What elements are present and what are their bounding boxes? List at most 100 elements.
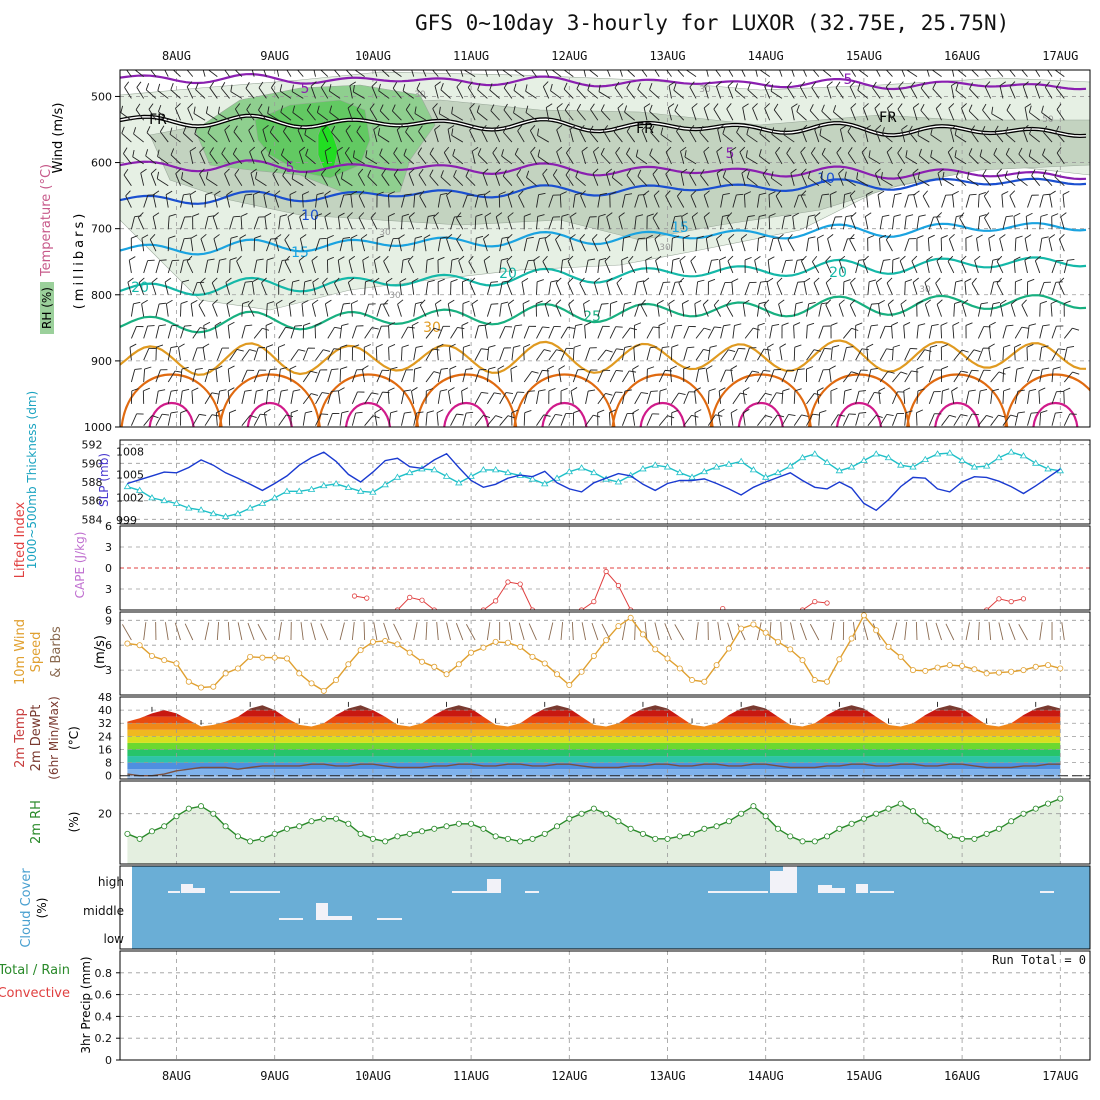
upper-wind-barb [771,177,783,187]
upper-wind-barb [336,151,341,164]
upper-wind-barb-flag [910,81,916,88]
upper-wind-barb [130,326,137,339]
upper-wind-barb-flag [699,125,704,133]
upper-wind-barb-flag [402,257,410,261]
upper-wind-barb-flag [1043,193,1051,196]
upper-wind-barb-flag [971,277,977,284]
upper-wind-barb [818,326,824,339]
upper-wind-barb [195,89,206,99]
upper-wind-barb-flag [280,214,288,217]
upper-wind-barb-flag [742,103,749,108]
upper-wind-barb [1014,369,1018,383]
upper-wind-barb [818,348,825,361]
upper-wind-barb-flag [998,371,1006,375]
upper-wind-barb [1042,175,1053,187]
upper-wind-barb-flag [719,256,727,261]
thickness-series-point [172,499,181,506]
upper-wind-barb-flag [803,277,811,283]
upper-wind-barb-flag [484,190,491,196]
upper-wind-barb [580,195,586,208]
upper-wind-barb [1063,327,1073,339]
upper-wind-barb [792,216,795,230]
upper-wind-barb-flag [555,299,562,305]
upper-wind-barb [315,413,322,426]
upper-wind-barb-flag [458,255,465,261]
wind10-barb [204,622,210,641]
upper-wind-barb [322,282,329,295]
upper-wind-barb [679,260,685,274]
upper-wind-barb [850,282,857,295]
upper-wind-barb-flag [170,389,179,392]
upper-wind-barb [568,304,574,317]
upper-wind-barb [1051,369,1054,383]
upper-wind-barb-flag [807,171,811,179]
upper-wind-barb [1024,107,1028,121]
upper-wind-barb-flag [435,299,442,305]
upper-wind-barb [397,304,402,317]
upper-wind-barb-flag [640,299,646,306]
cloud-level-low: low [104,932,125,946]
upper-wind-barb [526,177,537,187]
temp-contour-20 [120,256,1087,297]
wind-panel [120,612,1090,695]
wind-speed-series-point [897,653,904,660]
upper-wind-barb [211,282,218,295]
upper-wind-barb-flag [678,277,685,284]
cloud-panel-frame [119,865,1091,950]
upper-wind-barb [952,325,955,339]
upper-wind-barb [180,238,185,252]
upper-wind-barb [868,156,881,165]
upper-wind-barb-flag [960,255,967,262]
upper-wind-barb [469,130,476,143]
upper-wind-barb [636,156,648,165]
upper-wind-barb [977,369,985,383]
upper-wind-barb-flag [492,146,498,154]
upper-wind-barb [842,216,847,230]
upper-wind-barb [502,175,513,186]
upper-wind-barb [143,369,146,383]
upper-wind-barb-flag [501,301,509,305]
upper-wind-barb [634,238,639,252]
upper-wind-barb-flag [529,60,533,66]
temp-band [127,710,1061,717]
upper-wind-barb [646,326,654,339]
upper-wind-barb-flag [227,387,235,392]
wind-speed-series-point [689,677,696,684]
upper-wind-barb [658,390,661,404]
upper-wind-barb [720,216,723,230]
upper-wind-barb [655,260,660,274]
upper-wind-barb-flag [432,348,440,351]
upper-wind-barb [810,152,820,165]
date-label-top: 8AUG [162,49,191,63]
upper-wind-barb-flag [838,414,846,417]
upper-wind-barb-flag [779,343,787,348]
upper-wind-barb [899,260,906,274]
upper-wind-barb [513,90,525,99]
upper-wind-barb [413,369,416,383]
upper-wind-barb [192,282,198,295]
upper-wind-barb-flag [229,409,237,414]
upper-wind-barb-flag [665,168,671,175]
upper-wind-barb [1063,413,1071,426]
upper-wind-barb-flag [388,191,395,195]
rh2m-series-point [787,833,794,840]
upper-wind-barb-flag [374,256,381,261]
upper-wind-barb-flag [704,81,711,87]
temp-contour-35-arch [906,373,1009,427]
upper-wind-barb-flag [358,190,365,197]
upper-wind-barb [982,109,992,121]
temp-contour-40-arch [443,402,490,427]
upper-wind-barb-flag [416,411,424,414]
upper-wind-barb [592,173,599,186]
upper-wind-barb-flag [600,104,605,111]
upper-wind-barb-flag [614,81,620,88]
upper-wind-barb [928,391,935,405]
upper-wind-barb [533,260,537,274]
upper-wind-barb-flag [402,213,410,217]
upper-wind-barb [241,391,246,404]
upper-wind-barb-flag [278,278,286,283]
thickness-series-point [958,456,966,463]
upper-wind-barb-flag [764,103,770,109]
upper-wind-barb [383,304,390,317]
wind-speed-series-point [517,643,524,650]
